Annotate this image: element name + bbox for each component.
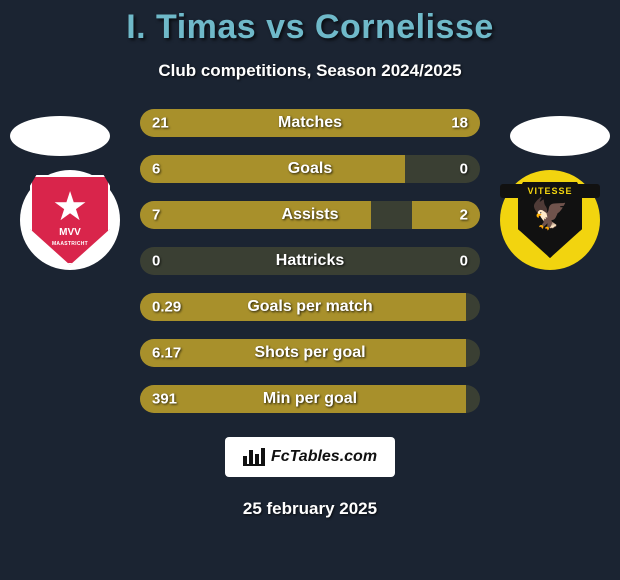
stat-label: Goals [288,160,332,178]
source-logo: FcTables.com [225,437,395,477]
subtitle: Club competitions, Season 2024/2025 [158,61,461,81]
stat-row: 0.29 Goals per match [140,293,480,321]
vitesse-name: VITESSE [500,184,600,198]
mvv-sub: MAASTRICHT [30,241,110,247]
stat-label: Assists [282,206,339,224]
stat-value-left: 391 [152,391,177,408]
stat-value-left: 21 [152,115,169,132]
stat-value-right: 2 [460,207,468,224]
stat-value-right: 0 [460,253,468,270]
stat-label: Shots per goal [254,344,365,362]
stat-row: 391 Min per goal [140,385,480,413]
date-label: 25 february 2025 [243,499,377,519]
stat-bar-left [140,155,405,183]
bars-icon [243,448,265,466]
page-title: I. Timas vs Cornelisse [126,8,494,47]
stat-value-left: 0 [152,253,160,270]
comparison-card: I. Timas vs Cornelisse Club competitions… [0,0,620,580]
stat-label: Matches [278,114,342,132]
mvv-logo: ★ MVV MAASTRICHT [30,175,110,265]
stat-label: Goals per match [247,298,372,316]
stat-bar-right [412,201,480,229]
star-icon: ★ [52,187,88,227]
eagle-icon: 🦅 [531,200,568,230]
stat-value-left: 6.17 [152,345,181,362]
stat-row: 21 18 Matches [140,109,480,137]
stat-value-right: 0 [460,161,468,178]
player-avatar-left [10,116,110,156]
stat-value-right: 18 [451,115,468,132]
club-badge-left: ★ MVV MAASTRICHT [20,170,120,270]
stat-row: 7 2 Assists [140,201,480,229]
stat-value-left: 0.29 [152,299,181,316]
stat-label: Hattricks [276,252,344,270]
mvv-name: MVV [30,227,110,238]
player-avatar-right [510,116,610,156]
stat-row: 6.17 Shots per goal [140,339,480,367]
stat-row: 0 0 Hattricks [140,247,480,275]
stat-value-left: 7 [152,207,160,224]
stat-row: 6 0 Goals [140,155,480,183]
vitesse-logo: VITESSE 🦅 [508,178,592,262]
stat-value-left: 6 [152,161,160,178]
club-badge-right: VITESSE 🦅 [500,170,600,270]
stat-label: Min per goal [263,390,357,408]
source-logo-text: FcTables.com [271,448,377,466]
